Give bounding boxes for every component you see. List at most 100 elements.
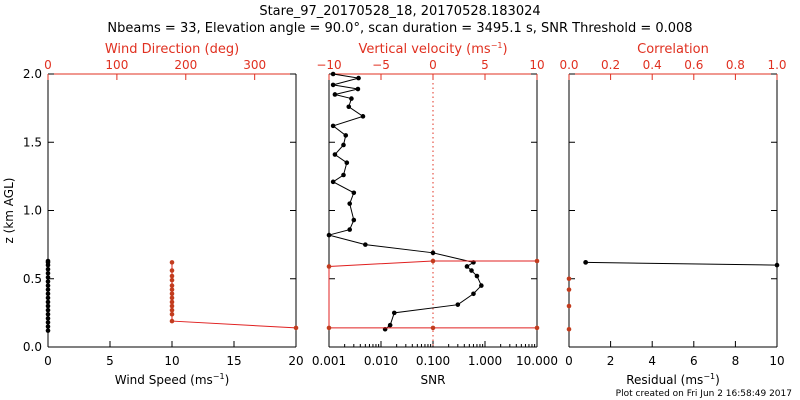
x-axis-label-sup: −1 — [703, 372, 715, 381]
wind-speed-point — [45, 311, 51, 317]
wind-direction-point — [169, 307, 175, 313]
snr-point — [464, 264, 470, 269]
wind-direction-point — [169, 318, 175, 324]
snr-point — [360, 114, 366, 119]
wind-speed-point — [45, 270, 51, 276]
top-axis-label: Correlation — [637, 42, 709, 57]
x-tick-label: 20 — [288, 354, 303, 368]
top-x-tick-label: −5 — [372, 58, 390, 72]
plot-footer: Plot created on Fri Jun 2 16:58:49 2017 — [616, 389, 792, 399]
top-x-tick-label: 0.8 — [726, 58, 745, 72]
top-x-tick-label: −10 — [316, 58, 341, 72]
x-tick-label: 10 — [164, 354, 179, 368]
x-tick-label: 6 — [690, 354, 698, 368]
residual-point — [583, 260, 588, 265]
snr-point — [430, 250, 436, 256]
snr-point — [330, 123, 336, 129]
x-axis-label-text: Residual (ms — [626, 373, 703, 387]
x-axis-label-tail: ) — [225, 373, 230, 387]
snr-point — [387, 322, 393, 328]
top-x-tick-label: 0 — [429, 58, 437, 72]
vertical-velocity-point — [534, 258, 540, 264]
top-x-tick-label: 0.2 — [601, 58, 620, 72]
x-axis-label-tail: ) — [715, 373, 720, 387]
snr-point — [326, 232, 332, 238]
x-tick-label: 2 — [607, 354, 615, 368]
plot-title: Stare_97_20170528_18, 20170528.183024 — [259, 4, 540, 19]
top-axis-label: Vertical velocity (ms−1) — [358, 41, 507, 57]
wind-speed-point — [45, 299, 51, 305]
x-tick-label: 0 — [44, 354, 52, 368]
wind-direction-point — [169, 291, 175, 297]
wind-direction-point — [169, 287, 175, 292]
snr-point — [347, 201, 352, 206]
snr-point — [479, 283, 484, 288]
snr-point — [346, 104, 352, 110]
residual-line — [585, 261, 778, 266]
vertical-velocity-point — [430, 258, 436, 264]
residual-point — [774, 262, 780, 268]
wind-direction-point — [169, 295, 175, 301]
y-tick-label: 1.5 — [23, 135, 42, 149]
wind-direction-point — [169, 311, 175, 317]
wind-direction-line — [171, 262, 297, 329]
wind-speed-point — [45, 287, 51, 292]
snr-point — [363, 242, 368, 247]
snr-point — [332, 92, 338, 97]
snr-point — [474, 273, 480, 279]
x-tick-label: 0.010 — [364, 354, 398, 368]
snr-point — [355, 86, 361, 92]
wind-direction-point — [169, 299, 175, 305]
top-axis-label-sup: −1 — [491, 41, 503, 50]
snr-point — [344, 160, 350, 166]
top-x-tick-label: 1.0 — [767, 58, 786, 72]
vertical-velocity-line — [328, 260, 537, 329]
vertical-velocity-point — [326, 264, 332, 269]
wind-speed-point — [45, 258, 51, 264]
wind-speed-point — [45, 279, 51, 284]
snr-point — [332, 152, 338, 157]
wind-speed-point — [45, 283, 51, 288]
x-tick-label: 4 — [648, 354, 656, 368]
y-tick-label: 0.5 — [23, 272, 42, 286]
top-x-tick-label: 300 — [243, 58, 266, 72]
snr-point — [455, 302, 461, 307]
snr-point — [471, 291, 476, 297]
x-tick-label: 0 — [565, 354, 573, 368]
snr-point — [330, 82, 336, 88]
snr-point — [391, 310, 397, 316]
wind-direction-point — [169, 273, 175, 279]
x-tick-label: 10.000 — [516, 354, 558, 368]
plot-subtitle: Nbeams = 33, Elevation angle = 90.0°, sc… — [107, 21, 692, 36]
x-tick-label: 10 — [769, 354, 784, 368]
snr-point — [330, 179, 336, 185]
top-axis-label-text: Vertical velocity (ms — [358, 42, 490, 57]
wind-speed-point — [45, 328, 51, 333]
top-x-tick-label: 100 — [105, 58, 128, 72]
wind-speed-point — [45, 307, 51, 313]
vertical-velocity-point — [534, 325, 540, 331]
snr-point — [351, 217, 357, 223]
x-tick-label: 15 — [226, 354, 241, 368]
snr-line — [327, 73, 482, 330]
snr-point — [356, 75, 361, 81]
top-x-tick-label: 5 — [481, 58, 489, 72]
top-x-tick-label: 10 — [529, 58, 544, 72]
wind-direction-point — [169, 260, 175, 265]
wind-speed-point — [45, 303, 51, 309]
snr-point — [347, 227, 352, 232]
y-tick-label: 2.0 — [23, 67, 42, 81]
x-axis-label-sup: −1 — [213, 372, 225, 381]
panel-3: 0 2 4 6 8 10 Residual (ms−1) 0.0 0.2 0.4 0.6 0.8 1.0… — [559, 42, 786, 387]
wind-speed-point — [45, 295, 51, 301]
snr-point — [351, 190, 357, 196]
snr-point — [469, 268, 474, 273]
x-axis-label: SNR — [421, 373, 446, 387]
x-tick-label: 0.100 — [416, 354, 450, 368]
snr-point — [330, 71, 336, 77]
x-axis-label-text: Wind Speed (ms — [115, 373, 213, 387]
wind-speed-point — [45, 266, 51, 272]
vertical-velocity-point — [430, 325, 436, 331]
top-axis-label: Wind Direction (deg) — [105, 42, 239, 57]
